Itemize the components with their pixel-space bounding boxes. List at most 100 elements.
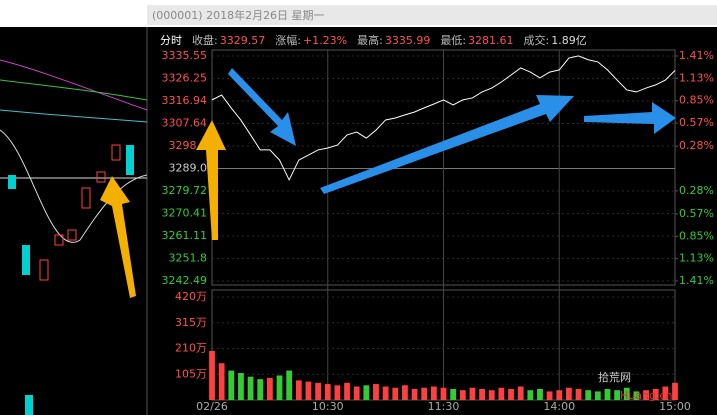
volume-bar	[363, 385, 370, 400]
info-label: 最低:	[440, 34, 466, 47]
volume-bar	[421, 387, 428, 400]
y2-tick-label: 0.57%	[679, 207, 714, 220]
volume-bar	[508, 388, 514, 400]
volume-bar	[672, 382, 678, 400]
volume-bar	[498, 387, 505, 400]
arrows	[100, 68, 676, 298]
info-value: 3329.57	[220, 34, 266, 47]
watermark: Huang.cn	[620, 389, 672, 402]
volume-bar	[402, 385, 408, 400]
volume-bar	[238, 373, 244, 400]
info-label: 最高:	[357, 33, 383, 47]
y-tick-label: 3326.25	[162, 71, 208, 84]
volume-tick-label: 210万	[175, 342, 207, 355]
volume-bar	[662, 386, 669, 400]
y2-tick-label: 0.28%	[679, 139, 714, 152]
volume-bar	[604, 388, 611, 400]
volume-tick-label: 420万	[175, 290, 207, 303]
volume-bar	[546, 391, 553, 400]
volume-bar	[286, 370, 293, 400]
volume-bar	[633, 391, 640, 400]
volume-bar	[373, 384, 379, 400]
volume-bar	[459, 390, 466, 400]
y2-tick-label: 1.13%	[679, 252, 714, 265]
volume-bar	[488, 390, 495, 400]
volume-bar	[344, 382, 350, 400]
y-tick-label: 3316.94	[162, 94, 208, 107]
volume-bar	[566, 387, 572, 400]
y-tick-label: 3251.8	[169, 251, 208, 264]
volume-bar	[209, 350, 215, 400]
volume-bar	[652, 388, 659, 400]
y2-tick-label: 0.85%	[679, 229, 714, 242]
x-tick-label: 11:30	[428, 400, 460, 413]
volume-bar	[469, 387, 476, 400]
volume-bar	[315, 382, 321, 400]
chart-title: (000001) 2018年2月26日 星期一	[152, 8, 325, 22]
volume-bar	[517, 386, 524, 400]
y2-tick-label: 1.41%	[679, 49, 714, 62]
info-value: 1.89亿	[551, 34, 587, 47]
volume-bar	[324, 384, 331, 400]
volume-bar	[276, 375, 283, 400]
plot: 3335.553326.253316.943307.643298.33289.0…	[162, 49, 714, 413]
volume-bar	[382, 386, 389, 400]
volume-bar	[430, 386, 437, 400]
volume-tick-label: 315万	[175, 316, 207, 329]
y-tick-label: 3261.11	[162, 229, 208, 242]
volume-bar	[527, 390, 534, 400]
y-tick-label: 3307.64	[162, 116, 208, 129]
y2-tick-label: 1.13%	[679, 71, 714, 84]
volume-bar	[575, 388, 582, 400]
mode-label: 分时	[160, 34, 182, 47]
volume-bar	[556, 390, 563, 400]
y-tick-label: 3335.55	[162, 49, 208, 62]
y2-tick-label: 0.57%	[679, 116, 714, 129]
volume-bar	[295, 380, 302, 400]
x-tick-label: 15:00	[659, 400, 691, 413]
info-label: 收盘:	[192, 33, 218, 47]
y2-tick-label: 0.85%	[679, 94, 714, 107]
volume-bar	[228, 370, 235, 400]
volume-bar	[585, 390, 592, 400]
info-value: +1.23%	[303, 34, 347, 47]
info-label: 成交:	[524, 33, 550, 47]
volume-bar	[334, 385, 341, 400]
volume-bar	[257, 379, 264, 400]
volume-tick-label: 105万	[175, 367, 207, 380]
volume-bar	[392, 387, 399, 400]
info-value: 3335.99	[385, 34, 431, 47]
volume-bar	[614, 390, 621, 400]
y2-tick-label: 0.28%	[679, 184, 714, 197]
volume-bar	[305, 381, 312, 400]
y-tick-label: 3289.0	[169, 161, 208, 174]
volume-bar	[537, 388, 543, 400]
volume-bar	[440, 387, 447, 400]
x-tick-label: 02/26	[196, 400, 228, 413]
info-label: 涨幅:	[275, 34, 301, 47]
volume-bar	[643, 390, 649, 400]
volume-bar	[218, 363, 225, 400]
volume-bar	[411, 388, 418, 400]
left-candle-panel	[0, 27, 148, 415]
volume-bar	[353, 386, 360, 400]
y2-tick-label: 1.41%	[679, 274, 714, 287]
y-tick-label: 3279.72	[162, 184, 208, 197]
info-value: 3281.61	[468, 34, 514, 47]
x-tick-label: 10:30	[312, 400, 344, 413]
volume-bar	[247, 376, 254, 400]
volume-bar	[594, 391, 601, 400]
volume-bar	[479, 388, 485, 400]
y-tick-label: 3242.49	[162, 274, 208, 287]
volume-bar	[450, 388, 457, 400]
volume-bar	[266, 377, 273, 400]
title-bar	[147, 5, 717, 25]
volume-bar	[623, 387, 630, 400]
watermark: 拾荒网	[598, 370, 631, 384]
x-tick-label: 14:00	[543, 400, 575, 413]
info-bar: 收盘: 3329.57 涨幅: +1.23% 最高: 3335.99 最低: 3281.61 成…	[192, 33, 587, 47]
y-tick-label: 3270.41	[162, 206, 208, 219]
